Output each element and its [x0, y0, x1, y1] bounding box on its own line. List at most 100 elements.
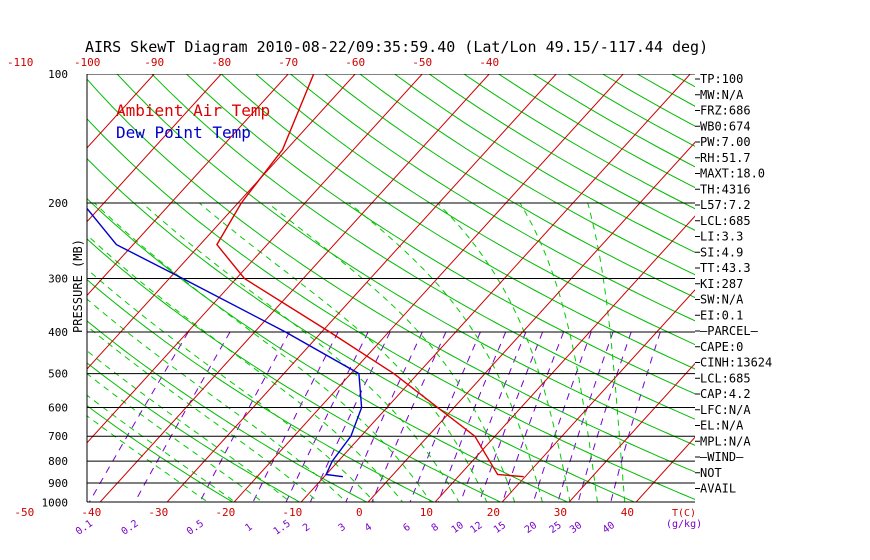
mixing-ratio-tick-label: 30	[568, 520, 584, 536]
dry-adiabat	[87, 78, 695, 473]
index-item: CAP:4.2	[700, 387, 751, 401]
bottom-temp-tick-label: 30	[554, 506, 567, 519]
dry-adiabat	[498, 74, 695, 189]
mixing-ratio-tick-label: 40	[601, 520, 617, 536]
isotherm	[434, 215, 695, 502]
bottom-temp-tick-label: 20	[487, 506, 500, 519]
index-item: EI:0.1	[700, 308, 743, 322]
mixing-ratio-line	[502, 331, 565, 502]
y-axis-label: PRESSURE (MB)	[71, 239, 85, 333]
bottom-temp-ticks: -50 -40 -30 -20 -10 0 10 20 30 40	[14, 506, 634, 519]
dry-adiabat	[220, 74, 695, 370]
mixing-ratio-tick-label: 1.5	[272, 518, 293, 537]
mixing-ratio-line	[577, 331, 632, 502]
top-temp-tick-label: -90	[144, 56, 164, 69]
isotherm	[300, 74, 691, 502]
isotherm	[635, 436, 695, 502]
moist-adiabat	[87, 350, 291, 502]
ambient-air-temp-line	[216, 74, 524, 478]
bottom-temp-tick-label: 0	[356, 506, 363, 519]
bottom-temp-tick-label: -40	[81, 506, 101, 519]
index-item: KI:287	[700, 277, 743, 291]
index-item: TH:4316	[700, 182, 751, 196]
isotherm	[99, 74, 490, 502]
legend-ambient-air-temp: Ambient Air Temp	[116, 101, 270, 120]
moist-adiabat	[87, 373, 264, 502]
index-item: TT:43.3	[700, 261, 751, 275]
isotherm	[0, 74, 20, 513]
moist-adiabat	[87, 415, 209, 502]
top-temp-tick-label: -110	[7, 56, 34, 69]
index-item: MAXT:18.0	[700, 167, 765, 181]
dry-adiabat	[116, 74, 695, 446]
isotherm	[87, 74, 423, 444]
moist-adiabat	[519, 202, 598, 502]
moist-adiabat	[198, 202, 488, 502]
index-item: AVAIL	[700, 482, 736, 496]
pressure-tick-labels: 100 200 300 400 500 600 700 800 900 1000	[42, 68, 69, 510]
index-item: CINH:13624	[700, 356, 772, 370]
mixing-ratio-tick-label: 3	[337, 522, 348, 534]
mixing-ratio-tick-label: 25	[548, 520, 564, 536]
dry-adiabat	[324, 74, 695, 299]
moist-adiabat	[87, 394, 236, 502]
bottom-temp-tick-label: 10	[420, 506, 433, 519]
isotherm	[87, 74, 222, 223]
index-item: NOT	[700, 466, 722, 480]
index-item: —PARCEL—	[700, 324, 759, 338]
mixing-ratio-line	[199, 331, 290, 502]
mixing-ratio-line	[610, 331, 661, 502]
dry-adiabat	[394, 74, 695, 253]
mixing-ratio-line	[437, 331, 507, 502]
index-item: LCL:685	[700, 214, 751, 228]
isotherms	[0, 74, 695, 513]
top-temp-tick-label: -80	[211, 56, 231, 69]
isotherm	[87, 74, 289, 297]
index-item: LFC:N/A	[700, 403, 751, 417]
index-item: CAPE:0	[700, 340, 743, 354]
mixing-ratio-unit-label: (g/kg)	[666, 519, 702, 530]
index-item: TP:100	[700, 72, 743, 86]
index-item: PW:7.00	[700, 135, 751, 149]
mixing-ratio-line	[345, 331, 423, 502]
mixing-ratio-line	[409, 331, 481, 502]
mixing-ratio-tick-label: 12	[468, 520, 484, 536]
dry-adiabat	[637, 74, 695, 107]
isotherm	[568, 362, 695, 502]
moist-adiabat	[437, 202, 571, 502]
pressure-tick-label: 700	[48, 430, 68, 443]
dry-adiabat	[290, 74, 695, 322]
index-item: EL:N/A	[700, 419, 744, 433]
pressure-tick-label: 500	[48, 368, 68, 381]
mixing-ratio-tick-label: 0.5	[185, 518, 206, 537]
mixing-ratio-line	[460, 331, 527, 502]
mixing-ratio-tick-label: 6	[401, 522, 412, 534]
top-temp-tick-label: -100	[74, 56, 101, 69]
index-item: FRZ:686	[700, 104, 751, 118]
bottom-temp-tick-label: -50	[14, 506, 34, 519]
chart-title: AIRS SkewT Diagram 2010-08-22/09:35:59.4…	[85, 38, 708, 56]
dry-adiabat	[255, 74, 695, 346]
sounding-series	[87, 74, 524, 478]
x-axis-unit-label: T(C)	[672, 508, 696, 519]
isotherm	[87, 74, 155, 149]
dry-adiabat	[359, 74, 695, 276]
pressure-tick-label: 300	[48, 272, 68, 285]
isotherm	[233, 74, 624, 502]
pressure-tick-label: 100	[48, 68, 68, 81]
mixing-ratio-tick-label: 15	[492, 520, 508, 536]
legend: Ambient Air Temp Dew Point Temp	[116, 101, 270, 142]
mixing-ratio-line	[532, 331, 592, 502]
dry-adiabat	[428, 74, 695, 231]
pressure-tick-label: 800	[48, 455, 68, 468]
mixing-ratio-tick-label: 8	[430, 522, 441, 534]
top-temp-tick-label: -60	[345, 56, 365, 69]
pressure-tick-label: 200	[48, 197, 68, 210]
bottom-temp-tick-label: -30	[148, 506, 168, 519]
pressure-tick-label: 400	[48, 326, 68, 339]
top-temp-tick-label: -40	[479, 56, 499, 69]
index-item: SI:4.9	[700, 245, 743, 259]
moist-adiabat	[141, 202, 460, 502]
isotherm	[367, 141, 695, 502]
dry-adiabat	[151, 74, 695, 420]
